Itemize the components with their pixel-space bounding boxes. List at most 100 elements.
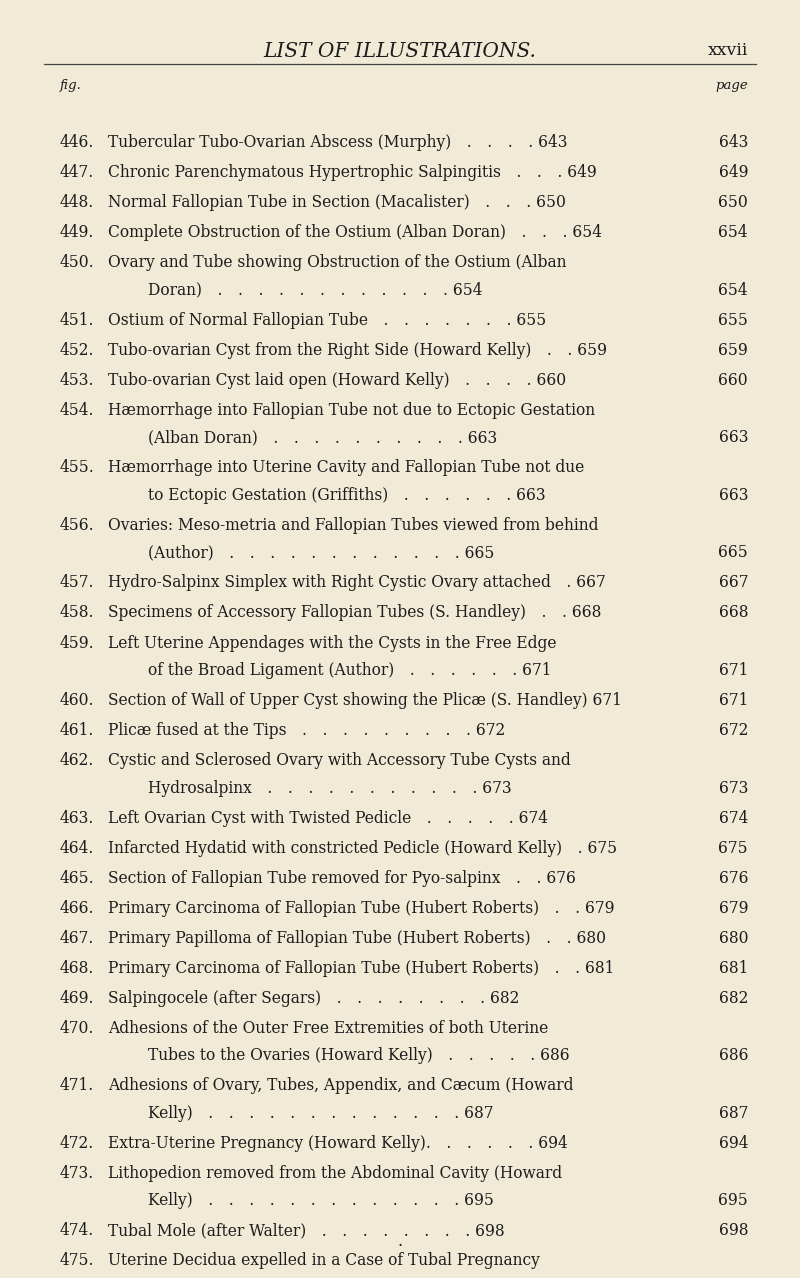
Text: 665: 665 bbox=[718, 544, 748, 561]
Text: 467.: 467. bbox=[60, 929, 94, 947]
Text: 675: 675 bbox=[718, 840, 748, 856]
Text: Doran) . . . . . . . . . . . . 654: Doran) . . . . . . . . . . . . 654 bbox=[148, 281, 482, 299]
Text: 643: 643 bbox=[718, 134, 748, 151]
Text: Ovaries: Meso-metria and Fallopian Tubes viewed from behind: Ovaries: Meso-metria and Fallopian Tubes… bbox=[108, 516, 598, 534]
Text: 650: 650 bbox=[718, 194, 748, 211]
Text: Hydro-Salpinx Simplex with Right Cystic Ovary attached . 667: Hydro-Salpinx Simplex with Right Cystic … bbox=[108, 574, 606, 592]
Text: Salpingocele (after Segars) . . . . . . . . 682: Salpingocele (after Segars) . . . . . . … bbox=[108, 989, 519, 1007]
Text: 473.: 473. bbox=[60, 1164, 94, 1182]
Text: Primary Carcinoma of Fallopian Tube (Hubert Roberts) . . 679: Primary Carcinoma of Fallopian Tube (Hub… bbox=[108, 900, 614, 916]
Text: Hydrosalpinx . . . . . . . . . . . 673: Hydrosalpinx . . . . . . . . . . . 673 bbox=[148, 780, 512, 796]
Text: 668: 668 bbox=[718, 604, 748, 621]
Text: Ostium of Normal Fallopian Tube . . . . . . . 655: Ostium of Normal Fallopian Tube . . . . … bbox=[108, 312, 546, 328]
Text: 660: 660 bbox=[718, 372, 748, 389]
Text: 687: 687 bbox=[718, 1104, 748, 1122]
Text: LIST OF ILLUSTRATIONS.: LIST OF ILLUSTRATIONS. bbox=[263, 42, 537, 61]
Text: 459.: 459. bbox=[60, 634, 94, 652]
Text: 461.: 461. bbox=[60, 722, 94, 739]
Text: Specimens of Accessory Fallopian Tubes (S. Handley) . . 668: Specimens of Accessory Fallopian Tubes (… bbox=[108, 604, 602, 621]
Text: 458.: 458. bbox=[60, 604, 94, 621]
Text: page: page bbox=[715, 79, 748, 92]
Text: fig.: fig. bbox=[60, 79, 82, 92]
Text: Tubo-ovarian Cyst laid open (Howard Kelly) . . . . 660: Tubo-ovarian Cyst laid open (Howard Kell… bbox=[108, 372, 566, 389]
Text: Section of Fallopian Tube removed for Pyo-salpinx . . 676: Section of Fallopian Tube removed for Py… bbox=[108, 869, 576, 887]
Text: Hæmorrhage into Fallopian Tube not due to Ectopic Gestation: Hæmorrhage into Fallopian Tube not due t… bbox=[108, 401, 595, 419]
Text: 448.: 448. bbox=[60, 194, 94, 211]
Text: 682: 682 bbox=[718, 989, 748, 1007]
Text: Infarcted Hydatid with constricted Pedicle (Howard Kelly) . 675: Infarcted Hydatid with constricted Pedic… bbox=[108, 840, 617, 856]
Text: 663: 663 bbox=[718, 429, 748, 446]
Text: 453.: 453. bbox=[60, 372, 94, 389]
Text: Plicæ fused at the Tips . . . . . . . . . 672: Plicæ fused at the Tips . . . . . . . . … bbox=[108, 722, 506, 739]
Text: 663: 663 bbox=[718, 487, 748, 504]
Text: to Ectopic Gestation (Griffiths) . . . . . . 663: to Ectopic Gestation (Griffiths) . . . .… bbox=[148, 487, 546, 504]
Text: (Author) . . . . . . . . . . . . 665: (Author) . . . . . . . . . . . . 665 bbox=[148, 544, 494, 561]
Text: Tubo-ovarian Cyst from the Right Side (Howard Kelly) . . 659: Tubo-ovarian Cyst from the Right Side (H… bbox=[108, 341, 607, 359]
Text: 469.: 469. bbox=[60, 989, 94, 1007]
Text: Adhesions of the Outer Free Extremities of both Uterine: Adhesions of the Outer Free Extremities … bbox=[108, 1020, 548, 1036]
Text: 465.: 465. bbox=[60, 869, 94, 887]
Text: 451.: 451. bbox=[60, 312, 94, 328]
Text: of the Broad Ligament (Author) . . . . . . 671: of the Broad Ligament (Author) . . . . .… bbox=[148, 662, 551, 679]
Text: Kelly) . . . . . . . . . . . . . 687: Kelly) . . . . . . . . . . . . . 687 bbox=[148, 1104, 494, 1122]
Text: 466.: 466. bbox=[60, 900, 94, 916]
Text: 695: 695 bbox=[718, 1192, 748, 1209]
Text: 468.: 468. bbox=[60, 960, 94, 976]
Text: Primary Carcinoma of Fallopian Tube (Hubert Roberts) . . 681: Primary Carcinoma of Fallopian Tube (Hub… bbox=[108, 960, 614, 976]
Text: 446.: 446. bbox=[60, 134, 94, 151]
Text: Cystic and Sclerosed Ovary with Accessory Tube Cysts and: Cystic and Sclerosed Ovary with Accessor… bbox=[108, 751, 570, 769]
Text: Primary Papilloma of Fallopian Tube (Hubert Roberts) . . 680: Primary Papilloma of Fallopian Tube (Hub… bbox=[108, 929, 606, 947]
Text: Complete Obstruction of the Ostium (Alban Doran) . . . 654: Complete Obstruction of the Ostium (Alba… bbox=[108, 224, 602, 242]
Text: 676: 676 bbox=[718, 869, 748, 887]
Text: 680: 680 bbox=[718, 929, 748, 947]
Text: Tubes to the Ovaries (Howard Kelly) . . . . . 686: Tubes to the Ovaries (Howard Kelly) . . … bbox=[148, 1047, 570, 1065]
Text: 654: 654 bbox=[718, 224, 748, 242]
Text: Uterine Decidua expelled in a Case of Tubal Pregnancy: Uterine Decidua expelled in a Case of Tu… bbox=[108, 1252, 540, 1269]
Text: 449.: 449. bbox=[60, 224, 94, 242]
Text: Adhesions of Ovary, Tubes, Appendix, and Cæcum (Howard: Adhesions of Ovary, Tubes, Appendix, and… bbox=[108, 1077, 574, 1094]
Text: 463.: 463. bbox=[60, 809, 94, 827]
Text: Hæmorrhage into Uterine Cavity and Fallopian Tube not due: Hæmorrhage into Uterine Cavity and Fallo… bbox=[108, 459, 584, 477]
Text: xxvii: xxvii bbox=[708, 42, 748, 59]
Text: 472.: 472. bbox=[60, 1135, 94, 1151]
Text: 698: 698 bbox=[718, 1222, 748, 1240]
Text: ·: · bbox=[398, 1238, 402, 1255]
Text: 667: 667 bbox=[718, 574, 748, 592]
Text: 452.: 452. bbox=[60, 341, 94, 359]
Text: 457.: 457. bbox=[60, 574, 94, 592]
Text: Ovary and Tube showing Obstruction of the Ostium (Alban: Ovary and Tube showing Obstruction of th… bbox=[108, 254, 566, 271]
Text: Left Uterine Appendages with the Cysts in the Free Edge: Left Uterine Appendages with the Cysts i… bbox=[108, 634, 557, 652]
Text: 654: 654 bbox=[718, 281, 748, 299]
Text: 464.: 464. bbox=[60, 840, 94, 856]
Text: Extra-Uterine Pregnancy (Howard Kelly). . . . . . 694: Extra-Uterine Pregnancy (Howard Kelly). … bbox=[108, 1135, 568, 1151]
Text: Left Ovarian Cyst with Twisted Pedicle . . . . . 674: Left Ovarian Cyst with Twisted Pedicle .… bbox=[108, 809, 548, 827]
Text: 460.: 460. bbox=[60, 691, 94, 709]
Text: 454.: 454. bbox=[60, 401, 94, 419]
Text: 655: 655 bbox=[718, 312, 748, 328]
Text: Lithopedion removed from the Abdominal Cavity (Howard: Lithopedion removed from the Abdominal C… bbox=[108, 1164, 562, 1182]
Text: 681: 681 bbox=[718, 960, 748, 976]
Text: 672: 672 bbox=[718, 722, 748, 739]
Text: 470.: 470. bbox=[60, 1020, 94, 1036]
Text: 462.: 462. bbox=[60, 751, 94, 769]
Text: 671: 671 bbox=[718, 691, 748, 709]
Text: 694: 694 bbox=[718, 1135, 748, 1151]
Text: 673: 673 bbox=[718, 780, 748, 796]
Text: (Alban Doran) . . . . . . . . . . 663: (Alban Doran) . . . . . . . . . . 663 bbox=[148, 429, 498, 446]
Text: 447.: 447. bbox=[60, 164, 94, 181]
Text: 456.: 456. bbox=[60, 516, 94, 534]
Text: 659: 659 bbox=[718, 341, 748, 359]
Text: 679: 679 bbox=[718, 900, 748, 916]
Text: 674: 674 bbox=[718, 809, 748, 827]
Text: 455.: 455. bbox=[60, 459, 94, 477]
Text: 671: 671 bbox=[718, 662, 748, 679]
Text: 471.: 471. bbox=[60, 1077, 94, 1094]
Text: 450.: 450. bbox=[60, 254, 94, 271]
Text: Tubercular Tubo-Ovarian Abscess (Murphy) . . . . 643: Tubercular Tubo-Ovarian Abscess (Murphy)… bbox=[108, 134, 567, 151]
Text: 686: 686 bbox=[718, 1047, 748, 1065]
Text: 474.: 474. bbox=[60, 1222, 94, 1240]
Text: 649: 649 bbox=[718, 164, 748, 181]
Text: Chronic Parenchymatous Hypertrophic Salpingitis . . . 649: Chronic Parenchymatous Hypertrophic Salp… bbox=[108, 164, 597, 181]
Text: Kelly) . . . . . . . . . . . . . 695: Kelly) . . . . . . . . . . . . . 695 bbox=[148, 1192, 494, 1209]
Text: Normal Fallopian Tube in Section (Macalister) . . . 650: Normal Fallopian Tube in Section (Macali… bbox=[108, 194, 566, 211]
